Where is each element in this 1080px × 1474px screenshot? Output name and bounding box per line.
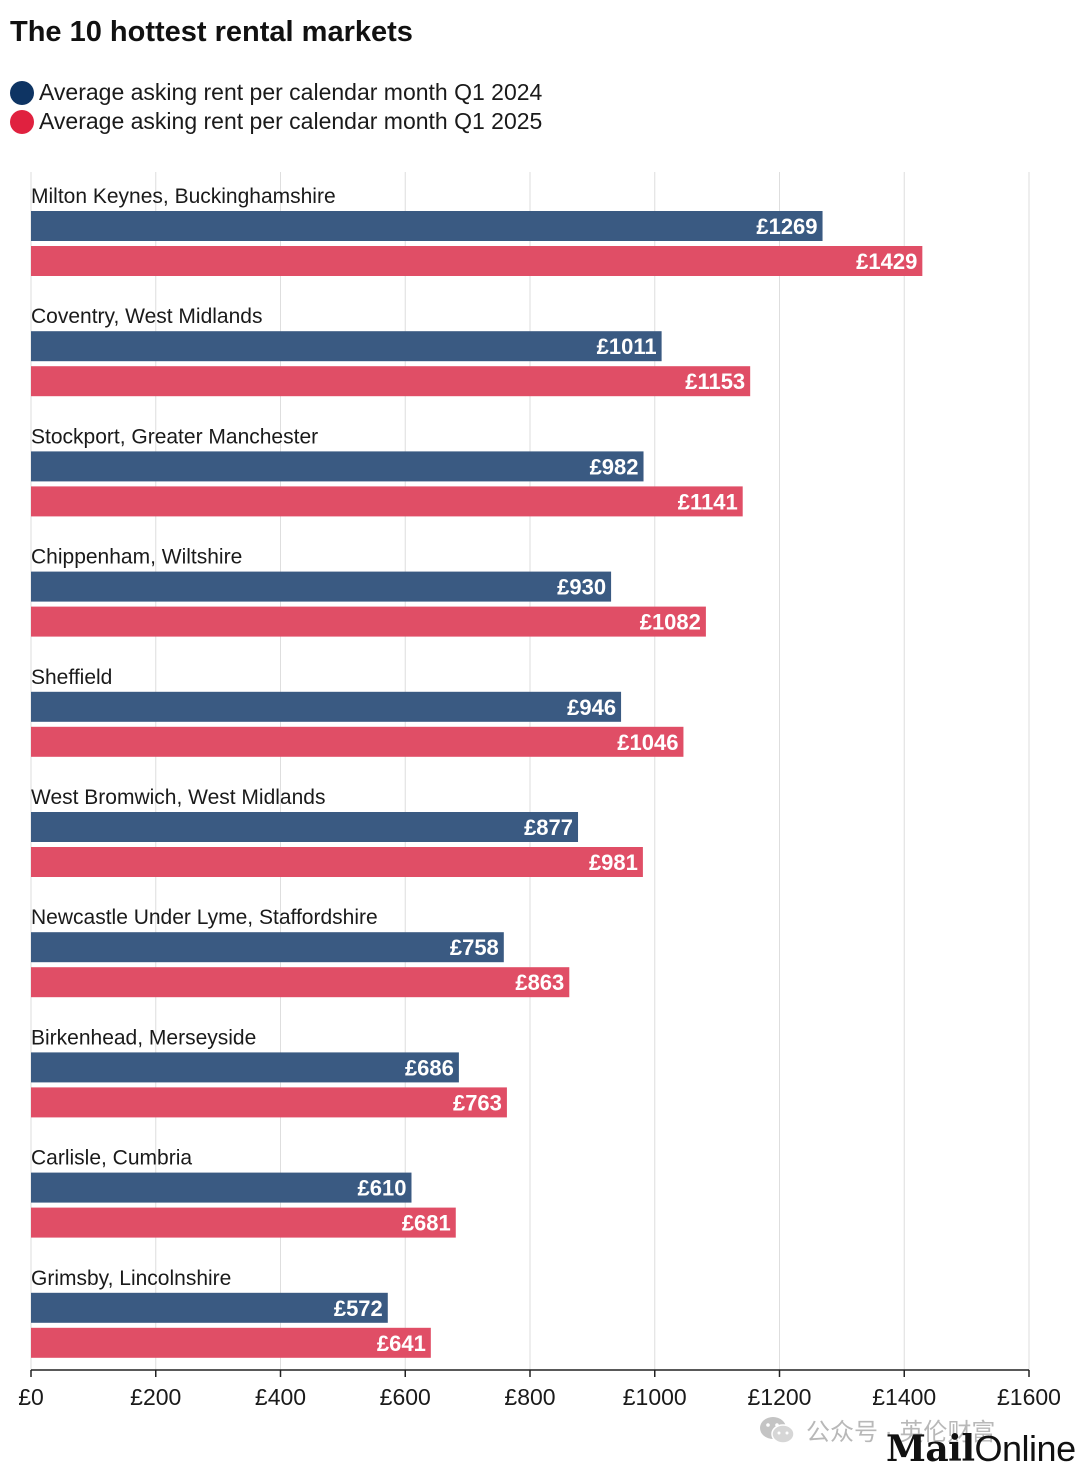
category-label: Birkenhead, Merseyside (31, 1026, 256, 1049)
category-label: Newcastle Under Lyme, Staffordshire (31, 906, 378, 929)
data-label: £1011 (597, 334, 657, 359)
legend-swatch-q1-2025 (10, 109, 34, 134)
data-label: £982 (590, 454, 639, 479)
legend-swatch-q1-2024 (10, 80, 34, 105)
logo-mail: Mail (886, 1428, 975, 1470)
bar (31, 1052, 459, 1083)
mailonline-logo: MailOnline (886, 1428, 1076, 1470)
data-label: £1269 (756, 214, 817, 239)
x-tick-label: £1200 (748, 1384, 812, 1410)
bar (31, 486, 743, 517)
x-tick-label: £0 (18, 1384, 44, 1410)
watermark-text: 公众号 · 英伦财富 (806, 1419, 996, 1446)
chart-title: The 10 hottest rental markets (10, 16, 413, 48)
category-label: West Bromwich, West Midlands (31, 786, 325, 809)
legend-item-q1-2025: Average asking rent per calendar month Q… (10, 107, 542, 136)
bar (31, 366, 751, 397)
category-label: Chippenham, Wiltshire (31, 546, 242, 569)
category-label: Sheffield (31, 666, 112, 689)
bar (31, 726, 684, 757)
data-label: £1429 (856, 249, 917, 274)
watermark: 公众号 · 英伦财富 (758, 1412, 995, 1447)
x-tick-label: £800 (504, 1384, 555, 1410)
data-label: £1046 (617, 730, 678, 755)
category-label: Coventry, West Midlands (31, 305, 262, 328)
bar (31, 812, 579, 842)
legend: Average asking rent per calendar month Q… (10, 78, 542, 136)
category-label: Stockport, Greater Manchester (31, 425, 318, 448)
bar (31, 691, 622, 722)
bar (31, 932, 504, 963)
data-label: £641 (377, 1331, 426, 1356)
logo-online: Online (974, 1428, 1077, 1469)
data-label: £981 (589, 850, 638, 875)
bar (31, 967, 570, 998)
data-label: £930 (557, 575, 606, 600)
x-tick-label: £600 (380, 1384, 431, 1410)
bar (31, 1292, 388, 1323)
bar (31, 606, 706, 637)
bar (31, 1207, 456, 1238)
x-tick-label: £400 (255, 1384, 306, 1410)
data-label: £572 (334, 1296, 383, 1321)
x-tick-label: £1400 (872, 1384, 936, 1410)
data-label: £946 (567, 695, 616, 720)
bar (31, 1172, 412, 1203)
data-label: £758 (450, 935, 499, 960)
x-tick-label: £200 (130, 1384, 181, 1410)
bar (31, 571, 612, 602)
legend-item-q1-2024: Average asking rent per calendar month Q… (10, 78, 542, 107)
bar (31, 1087, 507, 1118)
data-label: £763 (453, 1090, 502, 1115)
category-label: Milton Keynes, Buckinghamshire (31, 185, 336, 208)
data-label: £686 (405, 1055, 454, 1080)
category-label: Carlisle, Cumbria (31, 1147, 192, 1170)
bar (31, 246, 923, 276)
data-label: £610 (358, 1176, 407, 1201)
bar (31, 451, 644, 482)
bar (31, 211, 823, 241)
x-tick-label: £1000 (623, 1384, 687, 1410)
data-label: £877 (524, 815, 573, 840)
data-label: £681 (402, 1211, 451, 1236)
legend-label-q1-2024: Average asking rent per calendar month Q… (39, 79, 543, 105)
legend-label-q1-2025: Average asking rent per calendar month Q… (39, 108, 543, 134)
wechat-icon (760, 1416, 795, 1444)
data-label: £1141 (678, 489, 738, 514)
bar (31, 1327, 431, 1358)
bar (31, 331, 662, 362)
bar (31, 847, 643, 877)
data-label: £863 (515, 970, 564, 995)
data-label: £1153 (685, 369, 745, 394)
data-label: £1082 (640, 610, 701, 635)
x-tick-label: £1600 (997, 1384, 1061, 1410)
category-label: Grimsby, Lincolnshire (31, 1267, 231, 1290)
